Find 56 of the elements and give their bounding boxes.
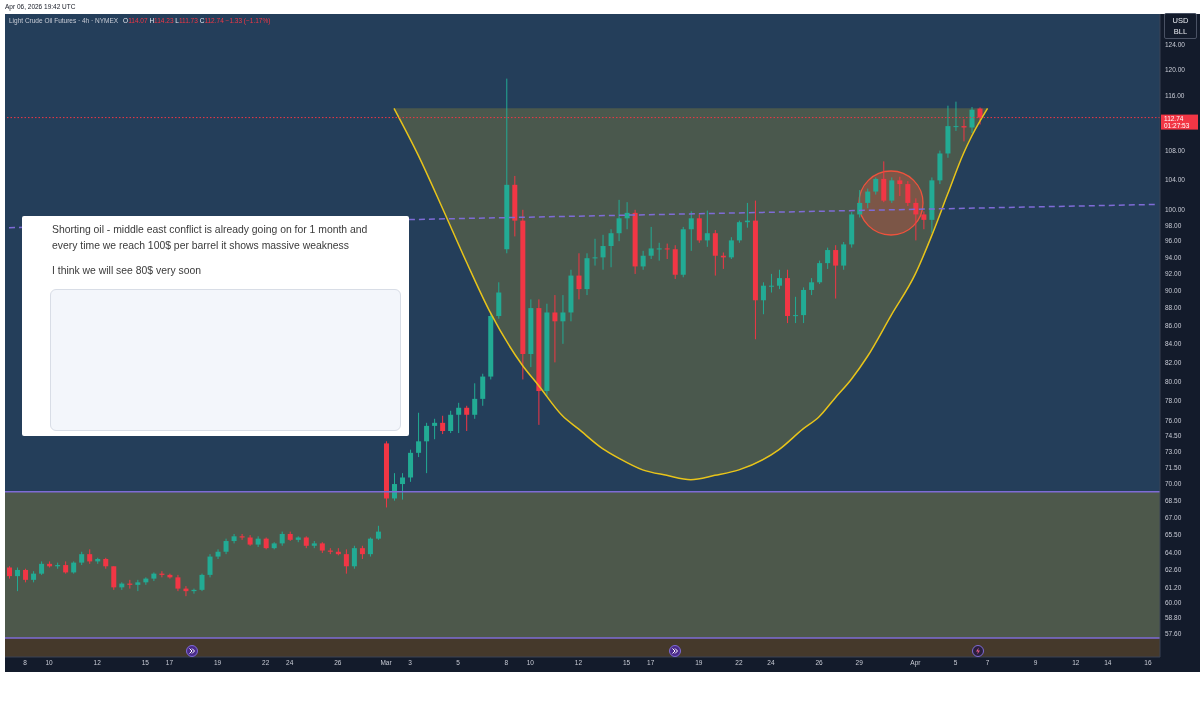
- candlestick: [215, 548, 221, 560]
- candlestick: [728, 236, 734, 260]
- candlestick: [664, 243, 670, 260]
- candlestick: [921, 210, 927, 230]
- candlestick: [905, 180, 911, 207]
- candlestick: [712, 229, 718, 277]
- candlestick: [736, 220, 742, 244]
- candlestick: [865, 188, 871, 209]
- candlestick: [704, 210, 710, 248]
- candlestick: [777, 269, 782, 290]
- candlestick: [648, 226, 654, 260]
- candlestick: [448, 410, 454, 434]
- candlestick: [552, 294, 558, 363]
- candlestick: [351, 545, 357, 570]
- candlestick: [889, 176, 895, 204]
- candlestick: [656, 242, 662, 262]
- candlestick: [464, 405, 470, 432]
- candlestick: [969, 106, 975, 134]
- candlestick: [472, 382, 478, 420]
- candlestick: [255, 535, 261, 548]
- candlestick: [592, 238, 598, 267]
- candlestick: [207, 553, 213, 578]
- candlestick: [760, 281, 766, 315]
- annotation: Shorting oil - middle east conflict is already going on for 1 month and every time we reach 100$ per barrel it shows massive weakness: [52, 223, 369, 253]
- candlestick: [576, 252, 582, 300]
- candlestick: [768, 273, 774, 294]
- candlestick: [608, 228, 614, 268]
- candlestick: [15, 567, 21, 592]
- candlestick: [560, 294, 566, 345]
- candlestick: [496, 281, 502, 320]
- candlestick: [857, 189, 863, 219]
- candlestick: [400, 472, 406, 501]
- candlestick: [111, 565, 117, 591]
- candlestick: [432, 418, 438, 440]
- candlestick: [913, 197, 919, 241]
- candlestick: [640, 250, 646, 271]
- candlestick: [367, 536, 373, 558]
- annotation: I think we will see 80$ very soon: [52, 264, 202, 278]
- candlestick: [825, 247, 831, 270]
- candlestick: [616, 199, 622, 242]
- candlestick: [600, 234, 606, 271]
- candlestick: [424, 422, 430, 474]
- candlestick: [817, 260, 823, 285]
- candlestick: [456, 402, 462, 434]
- candlestick: [793, 296, 799, 324]
- candlestick: [841, 241, 847, 271]
- candlestick: [343, 548, 349, 575]
- candlestick: [696, 213, 702, 244]
- candlestick: [953, 101, 959, 132]
- candlestick: [897, 176, 903, 197]
- candlestick: [416, 412, 422, 458]
- candlestick: [480, 373, 486, 407]
- candlestick: [881, 160, 887, 203]
- candlestick: [440, 415, 446, 435]
- candlestick: [833, 244, 839, 300]
- candlestick: [688, 210, 694, 252]
